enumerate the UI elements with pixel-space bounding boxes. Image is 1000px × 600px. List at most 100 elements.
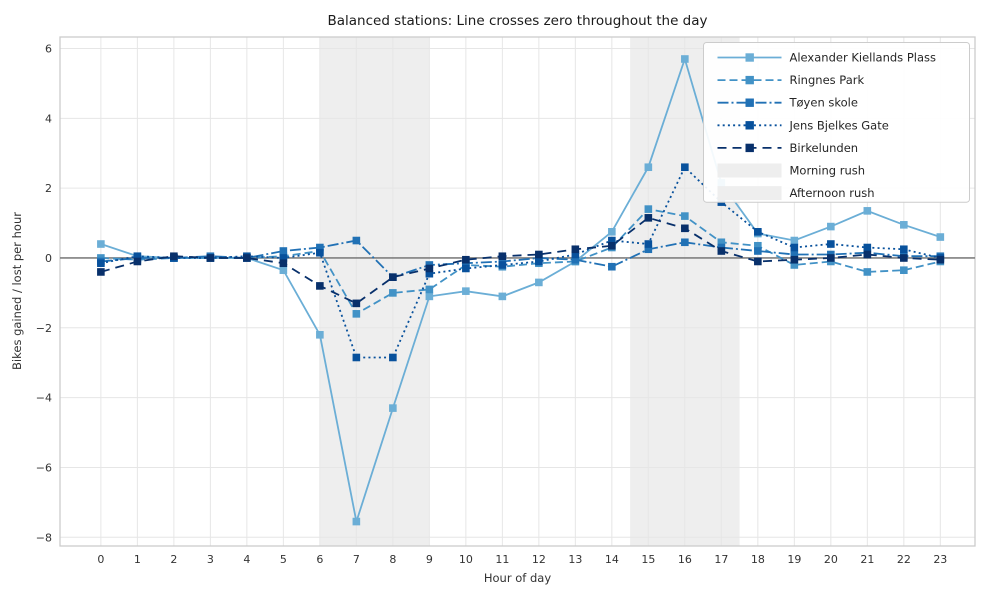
series-marker-3 — [644, 240, 653, 248]
series-marker-3 — [425, 269, 434, 278]
y-tick-label: −4 — [36, 392, 52, 405]
x-tick-label: 16 — [678, 553, 692, 566]
x-tick-label: 4 — [243, 553, 250, 566]
series-marker-0 — [425, 292, 434, 301]
x-tick-label: 6 — [316, 553, 323, 566]
series-marker-4 — [170, 252, 178, 261]
series-marker-3 — [900, 245, 908, 254]
series-marker-2 — [681, 238, 689, 247]
x-tick-label: 3 — [207, 553, 214, 566]
series-marker-4 — [243, 254, 251, 262]
series-marker-1 — [644, 205, 653, 213]
series-marker-1 — [681, 212, 689, 220]
x-tick-label: 15 — [641, 553, 655, 566]
series-marker-4 — [571, 245, 580, 254]
series-marker-4 — [754, 257, 762, 266]
series-marker-4 — [644, 214, 653, 222]
series-marker-0 — [608, 228, 616, 236]
legend-item-label: Ringnes Park — [790, 73, 865, 87]
x-axis-label: Hour of day — [483, 571, 552, 585]
plot-frame — [59, 36, 976, 547]
series-marker-1 — [790, 261, 799, 269]
series-marker-4 — [535, 250, 543, 259]
y-tick-label: 2 — [45, 182, 52, 195]
series-marker-4 — [900, 254, 908, 262]
series-marker-4 — [498, 252, 507, 261]
x-tick-label: 5 — [280, 553, 287, 566]
series-marker-2 — [644, 245, 653, 254]
series-marker-0 — [644, 163, 653, 172]
series-marker-4 — [316, 282, 324, 290]
series-marker-4 — [425, 264, 434, 273]
series-marker-3 — [790, 243, 799, 252]
series-marker-1 — [717, 238, 726, 247]
y-tick-label: −6 — [36, 461, 52, 474]
legend-marker — [745, 98, 754, 107]
series-marker-0 — [936, 233, 945, 241]
series-marker-0 — [498, 292, 507, 301]
x-tick-label: 7 — [353, 553, 360, 566]
x-tick-label: 9 — [426, 553, 433, 566]
x-tick-label: 10 — [459, 553, 473, 566]
legend-item-label: Birkelunden — [790, 141, 859, 155]
x-tick-label: 22 — [897, 553, 911, 566]
series-marker-0 — [462, 287, 470, 295]
series-marker-4 — [717, 247, 726, 255]
x-tick-label: 20 — [824, 553, 838, 566]
series-line-3 — [100, 165, 941, 359]
series-marker-4 — [462, 255, 470, 264]
series-marker-1 — [900, 266, 908, 275]
series-marker-3 — [535, 257, 543, 266]
series-marker-2 — [790, 250, 799, 259]
series-marker-0 — [316, 330, 324, 339]
series-marker-0 — [863, 207, 872, 215]
x-tick-label: 18 — [751, 553, 765, 566]
x-tick-label: 13 — [568, 553, 582, 566]
series-marker-4 — [352, 299, 361, 308]
series-marker-3 — [462, 264, 470, 273]
series-marker-3 — [316, 248, 324, 257]
x-tick-label: 0 — [97, 553, 104, 566]
y-tick-label: −2 — [36, 322, 52, 335]
series-marker-1 — [389, 289, 397, 297]
x-tick-label: 17 — [714, 553, 728, 566]
legend-marker — [745, 143, 754, 153]
y-tick-label: 6 — [45, 43, 52, 56]
x-tick-label: 23 — [933, 553, 947, 566]
series-line-4 — [100, 216, 941, 305]
series-marker-2 — [279, 247, 288, 255]
legend-item-label: Jens Bjelkes Gate — [789, 118, 889, 132]
legend-item-label: Afternoon rush — [790, 186, 875, 200]
series-marker-3 — [681, 163, 689, 172]
series-marker-2 — [352, 236, 361, 245]
legend-marker — [745, 75, 754, 85]
series-marker-1 — [352, 310, 361, 318]
series-marker-2 — [754, 247, 762, 255]
x-tick-label: 8 — [389, 553, 396, 566]
legend-item-label: Morning rush — [790, 164, 866, 178]
series-marker-1 — [425, 285, 434, 294]
legend-box — [703, 42, 970, 203]
y-tick-label: 4 — [45, 112, 52, 125]
series-marker-4 — [790, 255, 799, 264]
series-marker-0 — [389, 404, 397, 412]
series-marker-4 — [936, 255, 945, 264]
legend-item-label: Tøyen skole — [789, 96, 858, 110]
series-marker-3 — [279, 254, 288, 262]
series-marker-4 — [206, 254, 215, 262]
x-tick-label: 14 — [605, 553, 619, 566]
series-marker-4 — [279, 259, 288, 268]
x-tick-label: 11 — [495, 553, 509, 566]
series-marker-0 — [97, 240, 105, 248]
series-marker-1 — [754, 241, 762, 250]
x-tick-label: 19 — [787, 553, 801, 566]
series-marker-4 — [97, 268, 105, 276]
chart-title: Balanced stations: Line crosses zero thr… — [327, 13, 708, 29]
legend-patch — [717, 186, 782, 201]
series-marker-3 — [863, 243, 872, 252]
series-marker-0 — [790, 236, 799, 245]
x-tick-label: 2 — [170, 553, 177, 566]
series-line-1 — [100, 208, 941, 316]
series-marker-2 — [571, 255, 580, 264]
series-marker-3 — [352, 353, 361, 362]
